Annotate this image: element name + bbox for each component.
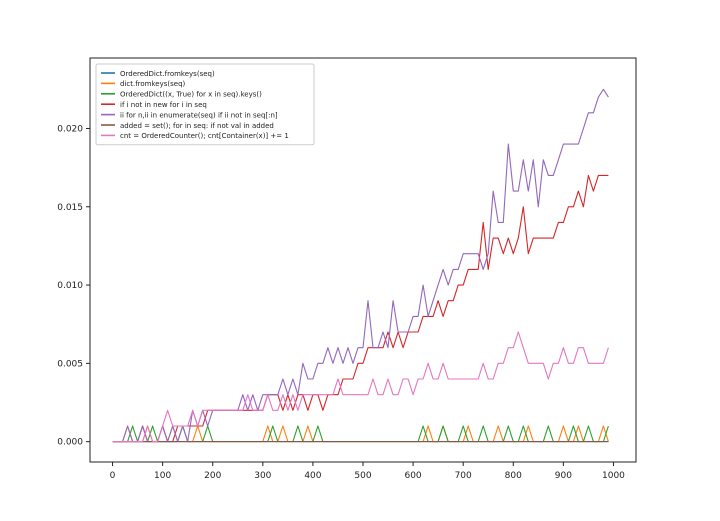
series-line-7 [112,331,609,443]
x-tick-label: 700 [455,471,472,481]
x-tick-label: 600 [404,471,421,481]
y-tick-label: 0.015 [57,203,83,213]
legend-label: dict.fromkeys(seq) [120,80,186,88]
x-axis: 0 100 200 300 400 500 600 700 800 900 1000 [110,462,625,481]
legend-frame [95,63,315,146]
x-tick-label: 200 [204,471,221,481]
series-layer [112,88,609,443]
legend-label: OrderedDict.fromkeys(seq) [120,70,215,78]
legend-label: OrderedDict((x, True) for x in seq).keys… [120,91,262,99]
x-tick-label: 1000 [602,471,625,481]
y-tick-label: 0.000 [57,438,83,448]
legend-label: added = set(); for in seq: if not val in… [120,122,274,130]
x-tick-label: 300 [254,471,271,481]
series-line-4 [112,174,609,443]
legend-label: cnt = OrderedCounter(); cnt[Container(x)… [120,132,289,140]
x-tick-label: 900 [555,471,572,481]
y-tick-label: 0.005 [57,359,83,369]
x-tick-label: 400 [304,471,321,481]
x-tick-label: 500 [354,471,371,481]
legend: OrderedDict.fromkeys(seq) dict.fromkeys(s… [95,63,315,146]
y-tick-label: 0.010 [57,281,83,291]
x-tick-label: 0 [110,471,116,481]
y-axis: 0.000 0.005 0.010 0.015 0.020 [57,124,90,448]
legend-label: if i not in new for i in seq [120,101,207,109]
x-tick-label: 800 [505,471,522,481]
legend-label: ii for n,ii in enumerate(seq) if ii not … [120,111,278,119]
y-tick-label: 0.020 [57,124,83,134]
x-tick-label: 100 [154,471,171,481]
